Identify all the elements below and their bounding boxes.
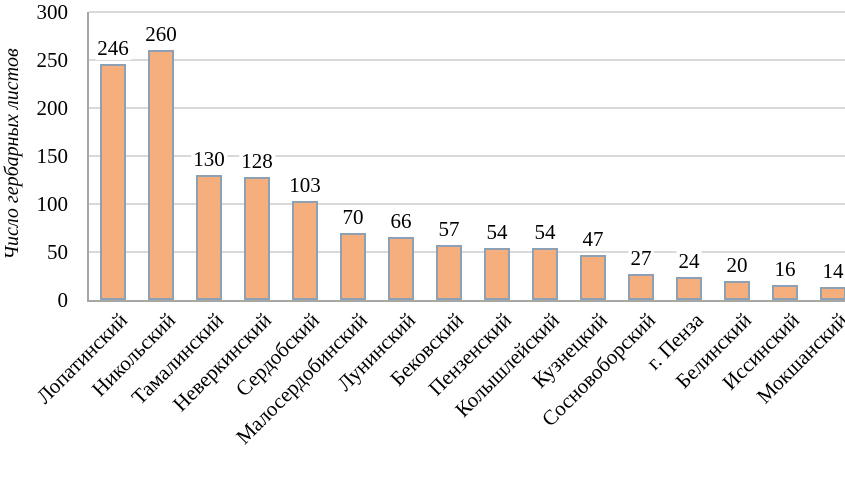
bar-slot: 128 <box>233 12 281 300</box>
bar <box>148 50 174 300</box>
bar <box>196 175 222 300</box>
bar-slot: 103 <box>281 12 329 300</box>
y-tick-label: 0 <box>57 288 69 312</box>
bar-value-label: 47 <box>580 226 606 251</box>
x-axis-labels: Лопатинский Никольский Тамалинский Неверкин… <box>32 308 845 481</box>
bar <box>628 274 654 300</box>
y-tick-label: 150 <box>36 144 69 168</box>
gridline <box>89 11 845 13</box>
bar-value-label: 128 <box>239 149 275 174</box>
bar-slot: 57 <box>425 12 473 300</box>
bar <box>772 284 798 300</box>
bar <box>532 248 558 300</box>
gridline <box>89 251 845 253</box>
bar-value-label: 103 <box>287 173 323 198</box>
bar-slot: 54 <box>473 12 521 300</box>
bar <box>244 177 270 300</box>
y-tick-label: 50 <box>47 240 68 264</box>
bar-value-label: 54 <box>484 220 510 245</box>
bar-slot: 20 <box>713 12 761 300</box>
bar <box>436 245 462 300</box>
y-tick-label: 100 <box>36 192 69 216</box>
bar <box>676 276 702 300</box>
bar-value-label: 70 <box>340 204 366 229</box>
gridline <box>89 59 845 61</box>
bar-value-label: 24 <box>676 248 702 273</box>
bar-slot: 24 <box>665 12 713 300</box>
gridline <box>89 155 845 157</box>
bar-slot: 130 <box>185 12 233 300</box>
gridline <box>89 203 845 205</box>
bar <box>484 248 510 300</box>
y-tick-label: 250 <box>36 48 69 72</box>
bar-value-label: 27 <box>628 246 654 271</box>
bar-slot: 27 <box>617 12 665 300</box>
bar-value-label: 16 <box>772 256 798 281</box>
bar-slot: 47 <box>569 12 617 300</box>
y-tick-label: 200 <box>36 96 69 120</box>
bar <box>340 232 366 300</box>
bar <box>100 63 126 300</box>
bar <box>292 201 318 300</box>
bar-value-label: 66 <box>388 208 414 233</box>
bar-value-label: 20 <box>724 252 750 277</box>
bar <box>388 236 414 300</box>
bar-slot: 70 <box>329 12 377 300</box>
bar-slot: 246 <box>89 12 137 300</box>
y-tick-label: 300 <box>36 0 69 24</box>
bar <box>580 254 606 300</box>
bar-series: 246 260 130 128 103 70 66 57 54 54 47 27 24 20 16 14 <box>89 12 845 300</box>
gridline <box>89 107 845 109</box>
bar <box>724 280 750 300</box>
bar-value-label: 54 <box>532 220 558 245</box>
plot-area: 246 260 130 128 103 70 66 57 54 54 47 27 24 20 16 14 <box>87 11 845 302</box>
bar-value-label: 130 <box>191 147 227 172</box>
bar-slot: 260 <box>137 12 185 300</box>
bar-value-label: 246 <box>95 35 131 60</box>
bar-slot: 54 <box>521 12 569 300</box>
bar-value-label: 260 <box>143 22 179 47</box>
bar-slot: 14 <box>809 12 845 300</box>
bar <box>820 286 845 300</box>
bar-value-label: 57 <box>436 217 462 242</box>
bar-slot: 66 <box>377 12 425 300</box>
bar-value-label: 14 <box>820 258 845 283</box>
bar-slot: 16 <box>761 12 809 300</box>
